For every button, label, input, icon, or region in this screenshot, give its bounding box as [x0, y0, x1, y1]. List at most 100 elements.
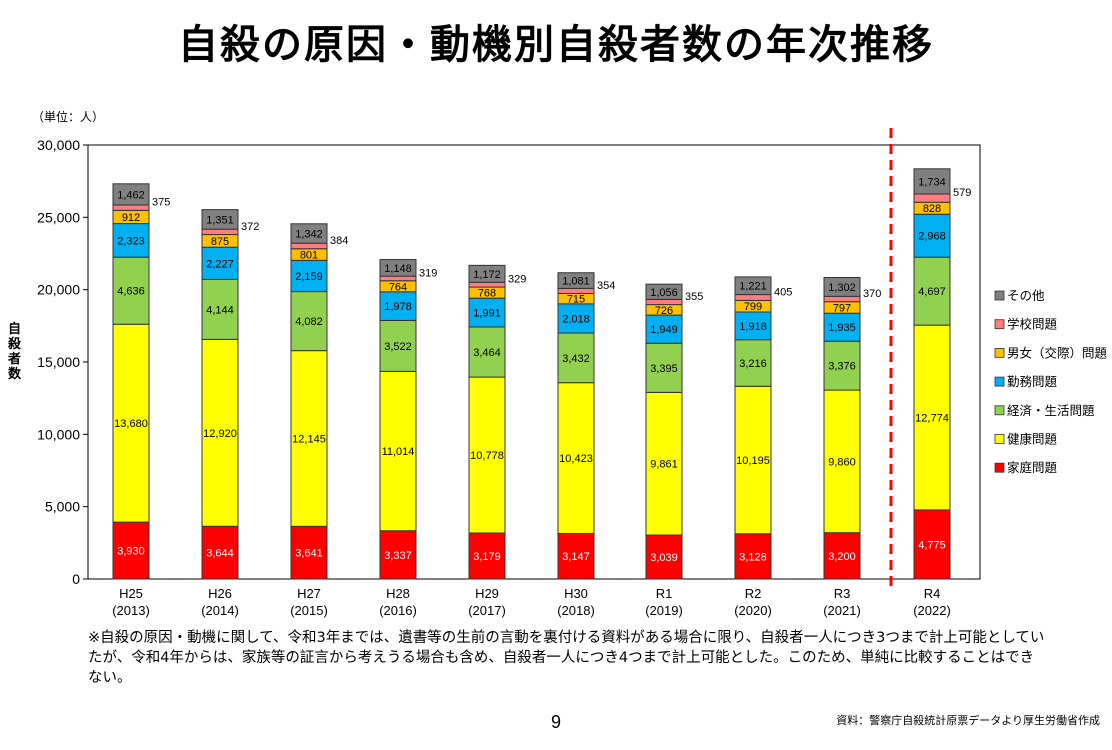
data-label: 715: [567, 294, 585, 306]
bar-segment: [645, 342, 683, 393]
data-label: 579: [953, 187, 971, 199]
bar-segment: [913, 509, 951, 580]
data-label: 4,775: [918, 539, 946, 551]
legend-swatch: [994, 376, 1005, 387]
bar-segment: [201, 228, 239, 236]
data-label: 2,159: [295, 271, 323, 283]
data-label: 3,641: [295, 548, 323, 560]
bar-segment: [734, 533, 772, 580]
data-label: 3,337: [384, 550, 412, 562]
bar-segment: [201, 209, 239, 230]
legend-swatch: [994, 405, 1005, 416]
x-tick-label: R3: [834, 586, 851, 601]
data-label: 799: [744, 301, 762, 313]
data-label: 12,774: [915, 413, 949, 425]
legend-label: その他: [1007, 289, 1045, 303]
data-label: 3,395: [650, 363, 678, 375]
bar-segment: [379, 291, 417, 321]
data-label: 4,636: [117, 286, 145, 298]
bar-segment: [112, 183, 150, 206]
y-tick-label: 5,000: [45, 499, 80, 515]
data-label: 4,697: [918, 286, 946, 298]
data-label: 3,179: [473, 551, 501, 563]
data-label: 3,200: [828, 551, 856, 563]
y-tick-label: 15,000: [37, 354, 80, 370]
data-label: 1,056: [650, 287, 678, 299]
legend-swatch: [994, 347, 1005, 358]
data-label: 1,148: [384, 263, 412, 275]
x-tick-label: H29: [475, 586, 499, 601]
data-label: 4,144: [206, 304, 234, 316]
x-tick-year: (2020): [734, 603, 772, 618]
x-tick-label: H25: [119, 586, 143, 601]
bar-segment: [379, 370, 417, 532]
footnote: ※自殺の原因・動機に関して、令和3年までは、遺書等の生前の言動を裏付ける資料があ…: [88, 630, 1045, 686]
legend-swatch: [994, 434, 1005, 444]
data-label: 1,221: [739, 281, 767, 293]
bar-segment: [379, 530, 417, 580]
bar-segment: [112, 521, 150, 580]
bar-segment: [645, 283, 683, 300]
bar-segment: [112, 223, 150, 258]
x-tick-label: H26: [208, 586, 232, 601]
y-tick-label: 30,000: [37, 137, 80, 153]
data-label: 797: [833, 302, 851, 314]
bar-segment: [913, 256, 951, 326]
data-label: 10,423: [559, 453, 593, 465]
bar-segment: [201, 338, 239, 527]
bar-segment: [112, 256, 150, 325]
bar-segment: [913, 324, 951, 511]
data-label: 3,128: [739, 551, 767, 563]
data-label: 1,342: [295, 228, 323, 240]
data-label: 3,147: [562, 551, 590, 563]
data-label: 3,432: [562, 353, 590, 365]
data-label: 1,978: [384, 301, 412, 313]
data-label: 13,680: [114, 418, 148, 430]
data-label: 405: [774, 287, 792, 299]
bar-segment: [734, 311, 772, 341]
bar-segment: [557, 287, 595, 295]
chart-title: 自殺の原因・動機別自殺者数の年次推移: [178, 22, 934, 68]
bar-segment: [645, 391, 683, 536]
x-tick-label: H28: [386, 586, 410, 601]
data-label: 875: [211, 236, 229, 248]
data-label: 768: [478, 288, 496, 300]
bar-segment: [913, 168, 951, 195]
legend-swatch: [994, 319, 1005, 330]
y-tick-label: 0: [72, 571, 80, 587]
x-tick-year: (2016): [379, 603, 417, 618]
x-tick-label: R1: [656, 586, 673, 601]
data-label: 9,860: [828, 456, 856, 468]
bar-segment: [734, 385, 772, 535]
bar-segment: [290, 291, 328, 352]
data-label: 1,302: [828, 282, 856, 294]
data-label: 1,991: [473, 308, 501, 320]
data-label: 1,462: [117, 189, 145, 201]
data-label: 3,522: [384, 341, 412, 353]
data-label: 3,039: [650, 552, 678, 564]
bar-segment: [823, 295, 861, 303]
bar-segment: [557, 272, 595, 289]
data-label: 1,935: [828, 322, 856, 334]
legend-swatch: [994, 462, 1005, 473]
data-label: 319: [419, 267, 437, 279]
x-tick-label: R4: [924, 586, 941, 601]
x-tick-year: (2019): [645, 603, 683, 618]
data-label: 2,968: [918, 231, 946, 243]
x-tick-year: (2022): [913, 603, 951, 618]
data-label: 329: [508, 274, 526, 286]
bar-segment: [557, 332, 595, 384]
bar-segment: [468, 281, 506, 288]
data-label: 2,323: [117, 235, 145, 247]
data-label: 3,464: [473, 347, 501, 359]
bar-segment: [734, 276, 772, 296]
legend-label: 経済・生活問題: [1007, 403, 1095, 418]
bar-segment: [468, 264, 506, 283]
unit-label: （単位：人）: [32, 110, 105, 124]
data-label: 3,216: [739, 358, 767, 370]
page-number: 9: [551, 712, 562, 732]
data-label: 4,082: [295, 316, 323, 328]
x-tick-year: (2021): [823, 603, 861, 618]
data-label: 354: [597, 280, 615, 292]
